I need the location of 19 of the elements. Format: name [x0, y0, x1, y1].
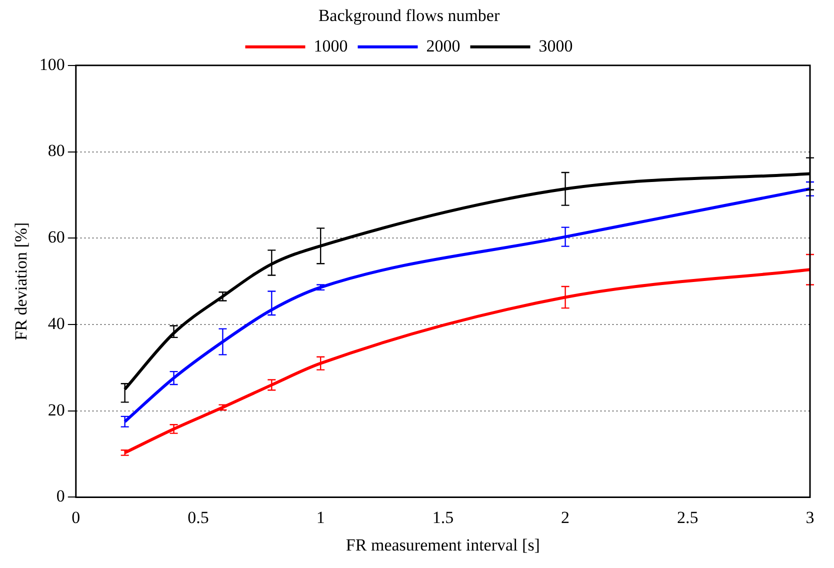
legend-label: 2000 — [426, 36, 460, 56]
y-tick-label: 20 — [48, 400, 65, 420]
y-tick-label: 80 — [48, 141, 65, 160]
y-axis-title: FR deviation [%] — [12, 222, 31, 340]
x-tick-label: 0.5 — [188, 508, 209, 527]
legend-label: 3000 — [538, 36, 573, 56]
legend-title: Background flows number — [318, 6, 500, 25]
y-tick-label: 0 — [56, 486, 65, 506]
x-tick-label: 2 — [561, 508, 570, 527]
x-tick-label: 0 — [72, 508, 80, 527]
x-axis-title: FR measurement interval [s] — [346, 535, 540, 554]
x-tick-label: 2.5 — [677, 508, 698, 527]
y-tick-label: 60 — [48, 228, 65, 247]
x-tick-label: 3 — [806, 508, 814, 527]
y-tick-label: 40 — [48, 314, 65, 333]
y-tick-label: 100 — [39, 54, 65, 74]
legend-label: 1000 — [314, 36, 348, 56]
x-tick-label: 1 — [316, 508, 325, 527]
x-tick-label: 1.5 — [432, 508, 454, 527]
